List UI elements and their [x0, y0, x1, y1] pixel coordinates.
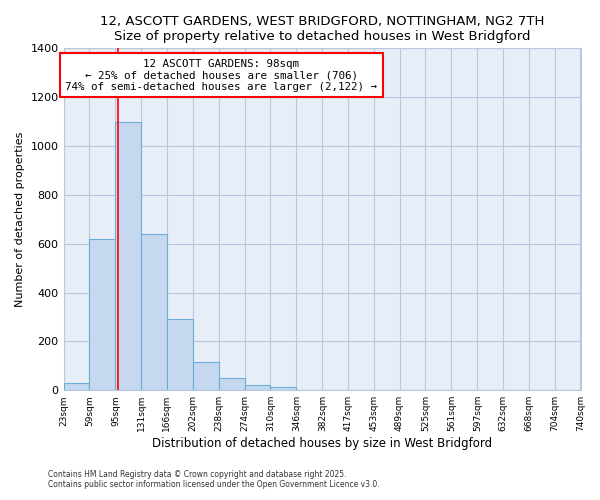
Bar	[64, 383, 89, 390]
Bar	[218, 378, 245, 390]
Bar	[142, 234, 167, 390]
Bar	[167, 320, 193, 390]
Text: 12 ASCOTT GARDENS: 98sqm
← 25% of detached houses are smaller (706)
74% of semi-: 12 ASCOTT GARDENS: 98sqm ← 25% of detach…	[65, 58, 377, 92]
Title: 12, ASCOTT GARDENS, WEST BRIDGFORD, NOTTINGHAM, NG2 7TH
Size of property relativ: 12, ASCOTT GARDENS, WEST BRIDGFORD, NOTT…	[100, 15, 544, 43]
X-axis label: Distribution of detached houses by size in West Bridgford: Distribution of detached houses by size …	[152, 437, 492, 450]
Text: Contains HM Land Registry data © Crown copyright and database right 2025.
Contai: Contains HM Land Registry data © Crown c…	[48, 470, 380, 489]
Bar	[271, 386, 296, 390]
Y-axis label: Number of detached properties: Number of detached properties	[15, 132, 25, 307]
Bar	[89, 239, 115, 390]
Bar	[115, 122, 142, 390]
Bar	[193, 362, 218, 390]
Bar	[245, 386, 271, 390]
